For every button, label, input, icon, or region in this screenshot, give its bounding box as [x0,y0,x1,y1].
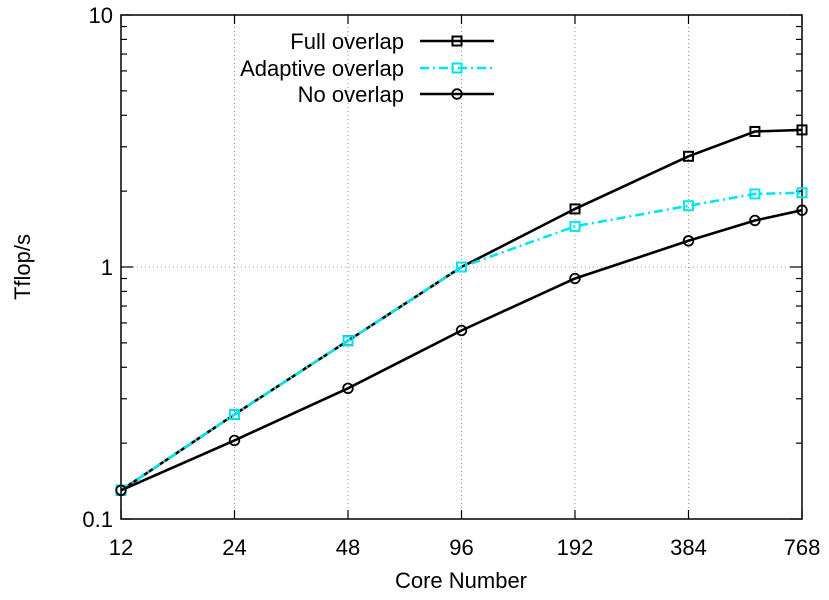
legend-entry: No overlap [298,82,494,107]
data-point [749,214,761,227]
y-tick-label: 0.1 [82,507,113,532]
data-point [683,200,694,212]
x-tick-labels: 12 24 48 96 192 384 768 [109,535,821,560]
x-tick-label: 24 [222,535,246,560]
plot-frame [120,14,803,520]
series-line [120,191,803,492]
data-point [569,220,581,232]
legend-label: Adaptive overlap [240,56,404,81]
data-point [342,335,354,347]
y-axis-label: Tflop/s [10,234,35,300]
series-adaptive-overlap [115,187,808,496]
legend-marker [451,62,463,74]
series-no-overlap [115,204,808,496]
x-tick-label: 384 [670,535,707,560]
data-point [569,272,581,285]
data-point [456,261,467,273]
legend-label: Full overlap [290,29,404,54]
x-tick-label: 96 [449,535,473,560]
data-point [749,125,761,137]
data-point [796,187,808,199]
legend-entry: Adaptive overlap [240,56,494,81]
data-point [455,324,468,337]
legend-entry: Full overlap [290,29,494,54]
data-point [342,382,354,395]
series-lines [115,124,808,496]
data-point [569,203,581,215]
data-point [228,434,241,447]
legend-marker [451,35,463,47]
x-tick-label: 192 [557,535,594,560]
legend-marker [451,88,463,100]
data-point [749,188,761,200]
y-tick-labels: 0.1 1 10 [82,3,113,532]
data-point [229,408,240,420]
y-tick-label: 10 [89,3,113,28]
data-point [796,124,808,136]
data-point [115,484,127,496]
x-axis-label: Core Number [395,568,527,593]
x-tick-label: 12 [109,535,133,560]
data-point [683,150,694,162]
x-tick-label: 48 [336,535,360,560]
legend-label: No overlap [298,82,404,107]
data-point [682,235,695,247]
x-tick-label: 768 [784,535,821,560]
series-line [120,208,803,492]
data-point [796,204,808,216]
y-tick-label: 1 [101,255,113,280]
